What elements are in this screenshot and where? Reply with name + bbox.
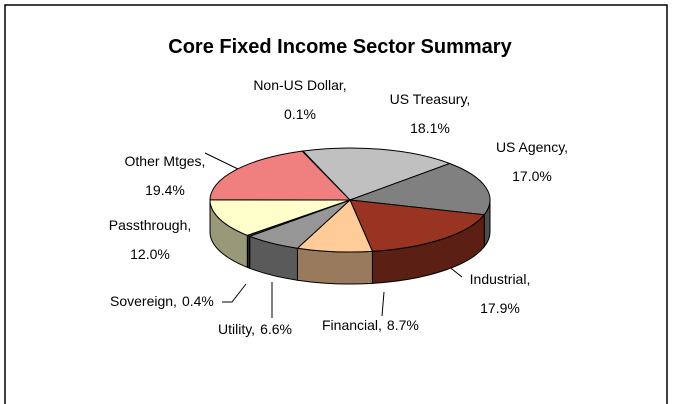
- slice-label: US Agency,: [496, 139, 568, 155]
- value-label: 0.1%: [284, 106, 316, 122]
- value-label: 17.0%: [512, 168, 552, 184]
- slice-label: US Treasury,: [390, 91, 471, 107]
- slice: [349, 162, 491, 216]
- leader-line: [222, 283, 247, 303]
- chart-title: Core Fixed Income Sector Summary: [168, 36, 512, 58]
- slice-label: Sovereign,: [110, 293, 177, 309]
- slice-label-group: Financial, 8.7%: [322, 317, 419, 333]
- slice-label: Passthrough,: [109, 217, 192, 233]
- slice-label: Utility,: [218, 321, 255, 337]
- value-label: 19.4%: [145, 182, 185, 198]
- slice: [349, 199, 486, 252]
- slice-label: Other Mtges,: [125, 153, 206, 169]
- value-label: 6.6%: [260, 321, 292, 337]
- slice: [209, 199, 351, 236]
- slice-label-group: Sovereign, 0.4%: [110, 293, 214, 309]
- slice-side: [296, 247, 373, 285]
- leader-line: [381, 291, 385, 317]
- slice-label: Non-US Dollar,: [253, 77, 346, 93]
- slice: [301, 147, 452, 201]
- value-label: 12.0%: [130, 246, 170, 262]
- slice-label: Industrial,: [470, 271, 531, 287]
- slice: [209, 150, 352, 201]
- value-label: 18.1%: [410, 120, 450, 136]
- value-label: 0.4%: [182, 293, 214, 309]
- leader-line: [204, 152, 241, 171]
- slice-label: Financial,: [322, 317, 382, 333]
- value-label: 8.7%: [387, 317, 419, 333]
- slice-label-group: Utility, 6.6%: [218, 321, 292, 337]
- value-label: 17.9%: [480, 300, 520, 316]
